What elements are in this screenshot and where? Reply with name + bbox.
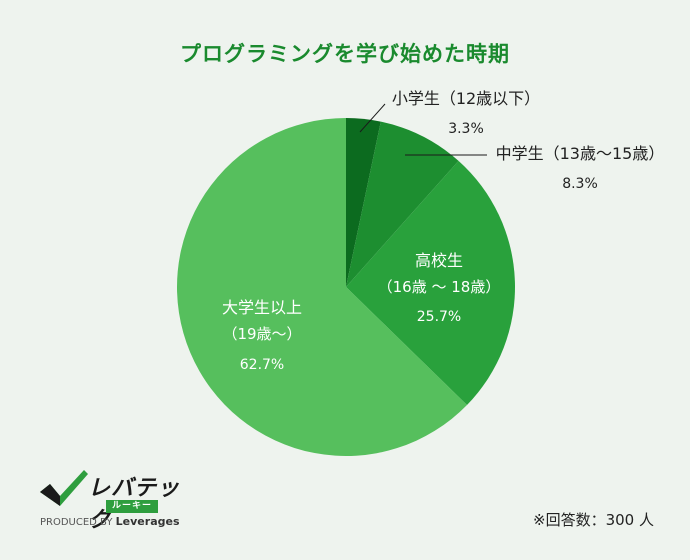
slice-value-junior-high: 8.3% — [562, 176, 598, 192]
logo-tag-company: Leverages — [115, 515, 180, 528]
checkmark-icon — [40, 470, 88, 506]
logo-brand: レバテック — [88, 476, 181, 533]
slice-label-university: 大学生以上 — [222, 298, 302, 317]
slice-label-high-school: 高校生 — [415, 251, 463, 270]
slice-value-high-school: 25.7% — [417, 309, 461, 325]
slice-sublabel-university: （19歳〜） — [222, 325, 301, 343]
slice-value-elementary: 3.3% — [448, 121, 484, 137]
pie-slice-junior-high — [346, 121, 459, 287]
slice-label-junior-high: 中学生（13歳〜15歳） — [496, 144, 665, 163]
logo-sub: ルーキー — [106, 500, 159, 513]
logo-tag-prefix: PRODUCED BY — [40, 517, 113, 528]
pie-slice-elementary — [346, 118, 381, 287]
response-count-note: ※回答数：300 人 — [533, 511, 654, 529]
pie-slice-university — [177, 118, 467, 456]
chart-title: プログラミングを学び始めた時期 — [180, 42, 510, 66]
slice-label-elementary: 小学生（12歳以下） — [392, 89, 540, 108]
logo-tagline: PRODUCED BY Leverages — [40, 515, 180, 528]
levtech-rookie-logo: レバテック ルーキー PRODUCED BY Leverages — [40, 468, 200, 533]
slice-sublabel-high-school: （16歳 〜 18歳） — [378, 278, 501, 296]
slice-value-university: 62.7% — [240, 357, 284, 373]
pie-slice-high-school — [346, 160, 515, 405]
leader-line-elementary — [359, 103, 386, 133]
